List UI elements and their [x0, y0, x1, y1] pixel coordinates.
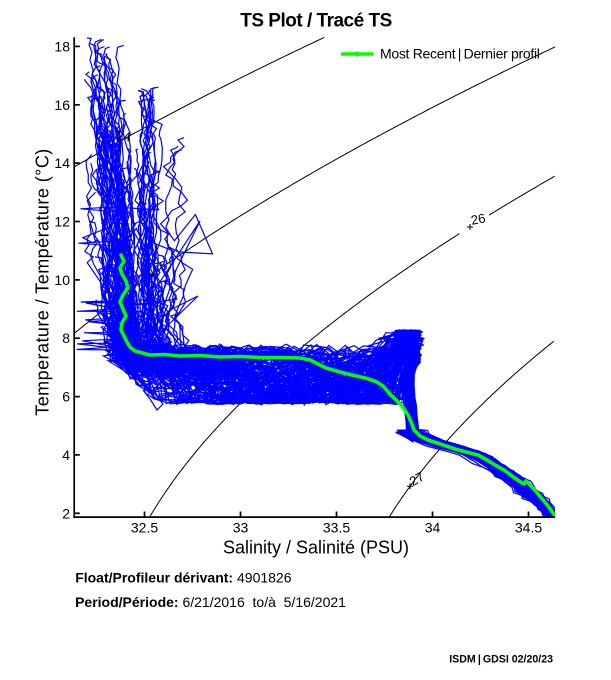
svg-text:Most Recent | Dernier profil: Most Recent | Dernier profil	[380, 46, 540, 62]
svg-text:6: 6	[62, 389, 70, 405]
svg-text:33: 33	[233, 520, 249, 536]
svg-text:Float/Profileur dérivant: 4901: Float/Profileur dérivant: 4901826	[75, 569, 292, 585]
svg-text:8: 8	[62, 330, 70, 346]
svg-text:18: 18	[54, 38, 70, 54]
svg-text:14: 14	[54, 155, 70, 171]
svg-text:4: 4	[62, 447, 70, 463]
svg-text:TS Plot / Tracé TS: TS Plot / Tracé TS	[240, 11, 392, 32]
svg-text:32.5: 32.5	[131, 520, 158, 536]
svg-text:Salinity / Salinité (PSU): Salinity / Salinité (PSU)	[223, 538, 409, 558]
svg-text:34: 34	[425, 520, 441, 536]
svg-text:Period/Période: 6/21/2016 to/: Period/Période: 6/21/2016 to/à 5/16/2021	[75, 594, 346, 610]
svg-text:12: 12	[54, 214, 70, 230]
svg-text:Temperature / Température (°C): Temperature / Température (°C)	[33, 148, 53, 415]
svg-text:26: 26	[470, 210, 487, 227]
svg-text:33.5: 33.5	[323, 520, 350, 536]
svg-text:34.5: 34.5	[515, 520, 542, 536]
svg-text:ISDM | GDSI 02/20/23: ISDM | GDSI 02/20/23	[449, 653, 553, 665]
svg-text:16: 16	[54, 97, 70, 113]
svg-text:27: 27	[407, 469, 427, 489]
svg-text:10: 10	[54, 272, 70, 288]
svg-text:24: 24	[115, 128, 131, 145]
svg-text:2: 2	[62, 505, 70, 521]
